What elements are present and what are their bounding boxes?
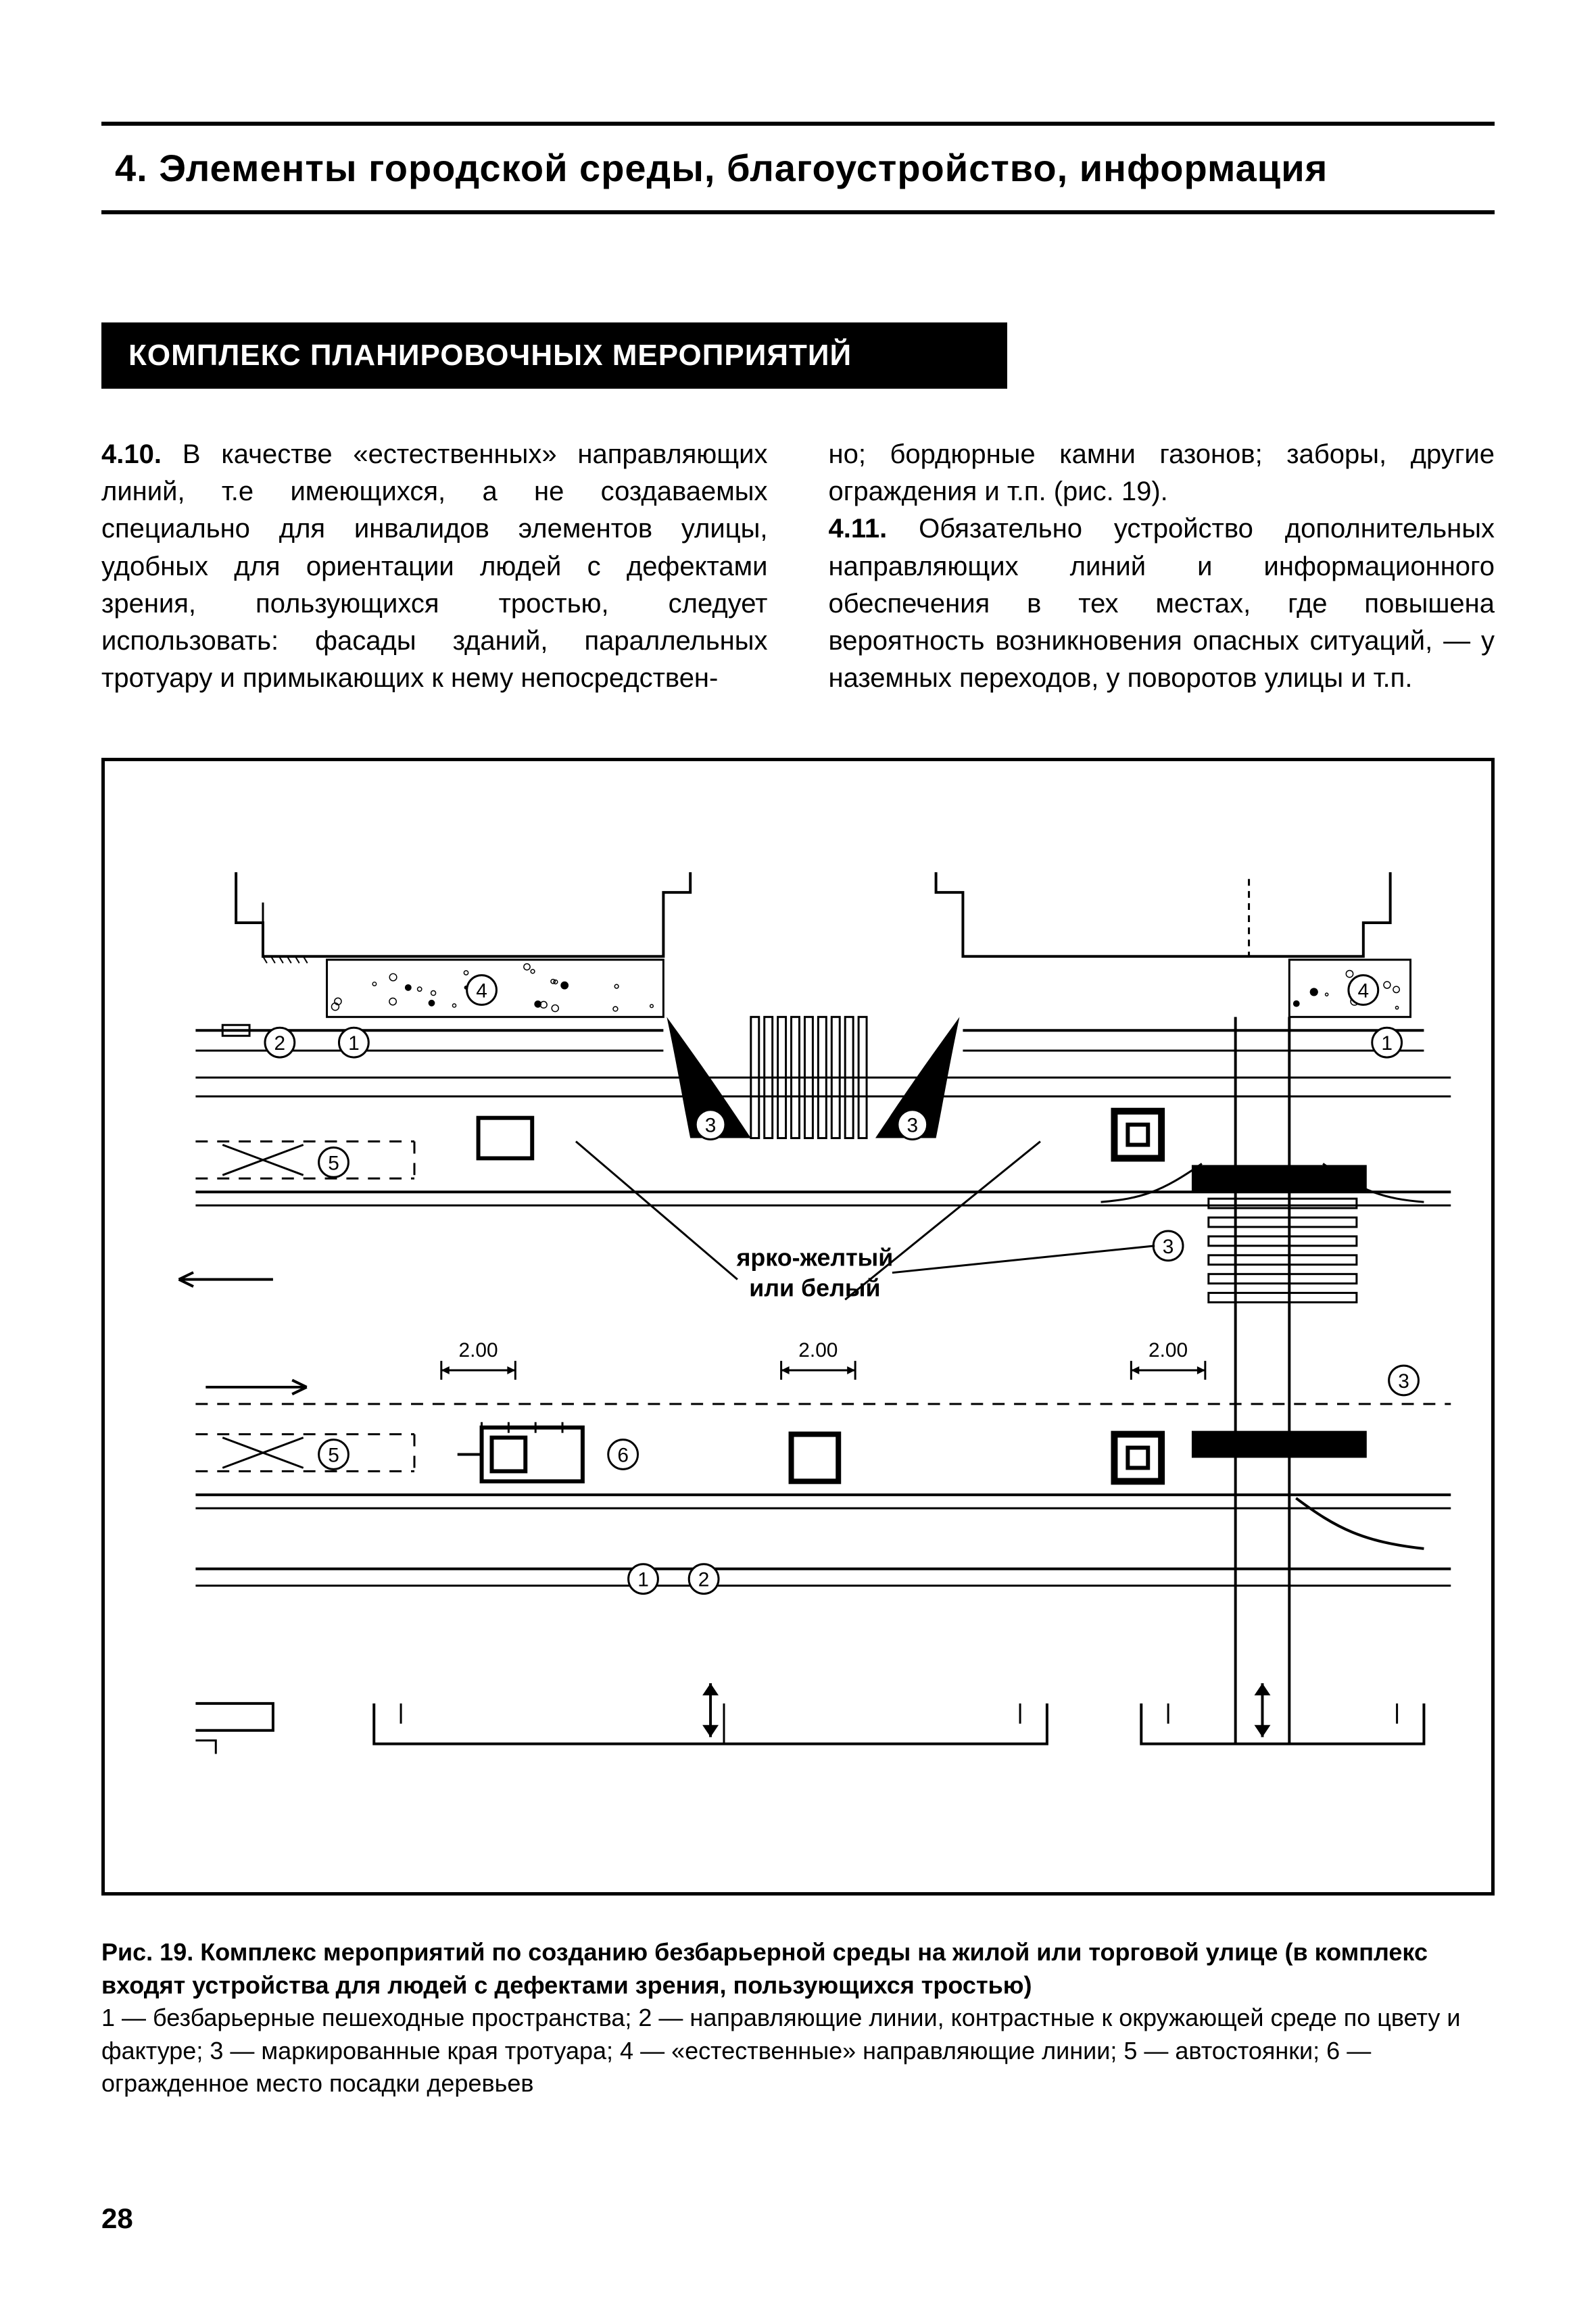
caption-title: Рис. 19. Комплекс мероприятий по создани…	[101, 1938, 1428, 1999]
figure-19-frame: 44211335ярко-желтыйили белый32.002.002.0…	[101, 758, 1495, 1896]
para-text-411: Обязательно устройство дополнительных на…	[829, 514, 1495, 693]
para-num-411: 4.11.	[829, 514, 888, 544]
svg-text:4: 4	[1358, 980, 1370, 1003]
figure-19-svg: 44211335ярко-желтыйили белый32.002.002.0…	[105, 761, 1491, 1892]
svg-text:1: 1	[1381, 1032, 1393, 1055]
svg-text:2.00: 2.00	[1148, 1339, 1188, 1361]
svg-text:2: 2	[274, 1032, 286, 1055]
svg-text:5: 5	[328, 1153, 339, 1175]
svg-text:6: 6	[617, 1445, 629, 1467]
page-number: 28	[101, 2202, 133, 2235]
body-text-columns: 4.10. В качестве «естественных» направля…	[101, 436, 1495, 697]
svg-text:4: 4	[476, 980, 487, 1003]
para-cont: но; бордюрные камни газонов; заборы, дру…	[829, 439, 1495, 506]
svg-text:1: 1	[348, 1032, 360, 1055]
svg-text:3: 3	[906, 1115, 918, 1137]
para-num-410: 4.10.	[101, 439, 162, 469]
caption-legend: 1 — безбарьерные пешеходные пространства…	[101, 2004, 1460, 2097]
svg-text:5: 5	[328, 1445, 339, 1467]
svg-text:3: 3	[1163, 1236, 1174, 1258]
svg-text:2: 2	[698, 1569, 710, 1591]
svg-text:1: 1	[637, 1569, 649, 1591]
column-left: 4.10. В качестве «естественных» направля…	[101, 436, 768, 697]
svg-text:2.00: 2.00	[459, 1339, 498, 1361]
svg-text:3: 3	[1398, 1370, 1409, 1393]
top-rule	[101, 122, 1495, 126]
para-text-410: В качестве «естественных» направляющих л…	[101, 439, 768, 693]
svg-text:ярко-желтый: ярко-желтый	[735, 1245, 893, 1272]
subheader-bar: КОМПЛЕКС ПЛАНИРОВОЧНЫХ МЕРОПРИЯТИЙ	[101, 322, 1007, 389]
title-rule	[101, 210, 1495, 214]
svg-text:2.00: 2.00	[798, 1339, 838, 1361]
svg-text:3: 3	[705, 1115, 717, 1137]
section-title: 4. Элементы городской среды, благоустрой…	[115, 146, 1495, 190]
figure-caption: Рис. 19. Комплекс мероприятий по создани…	[101, 1936, 1495, 2100]
column-right: но; бордюрные камни газонов; заборы, дру…	[829, 436, 1495, 697]
document-page: 4. Элементы городской среды, благоустрой…	[0, 0, 1596, 2316]
